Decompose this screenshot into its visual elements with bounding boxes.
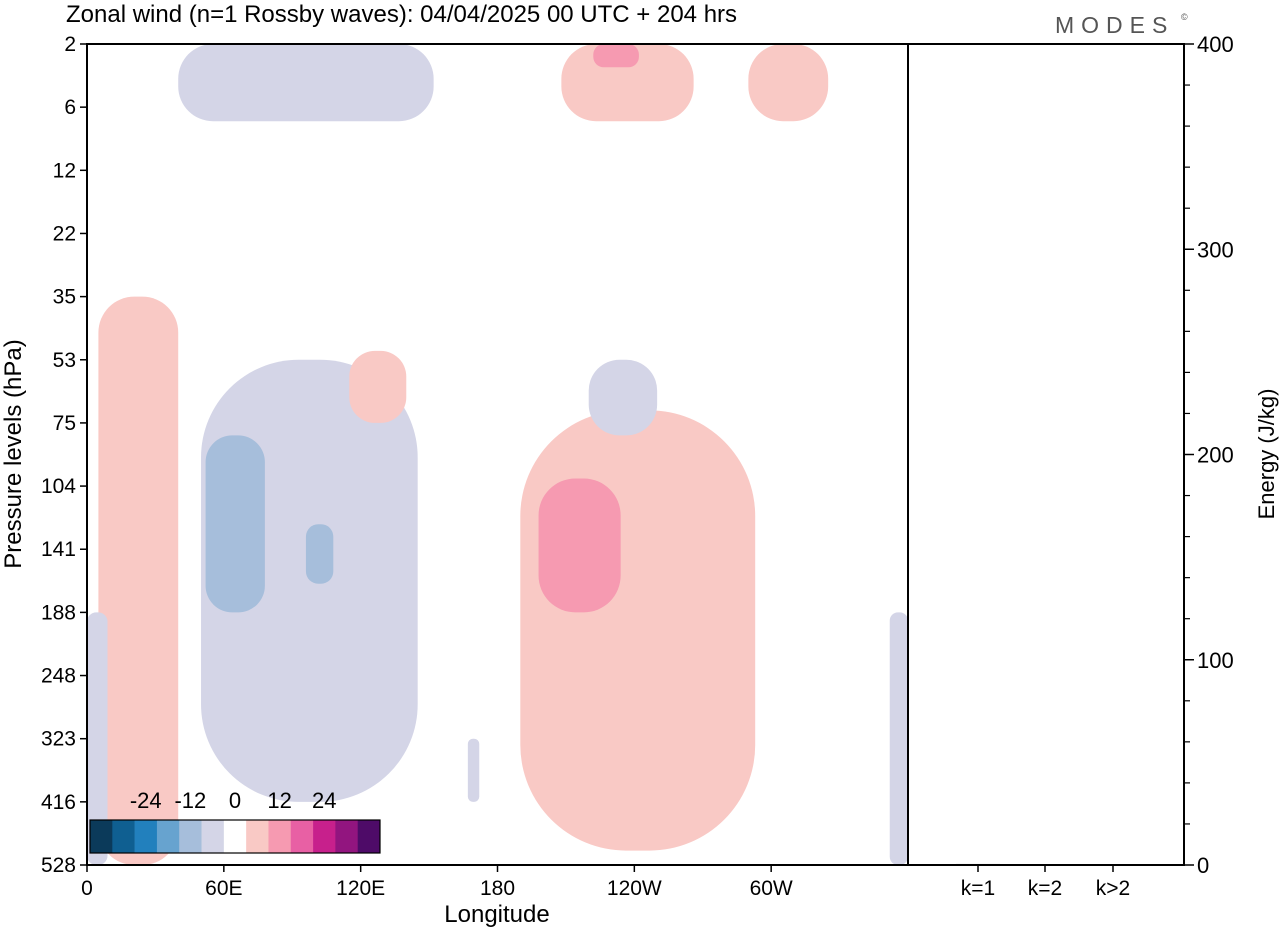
wind-region-negative-12 (87, 612, 108, 865)
chart-title: Zonal wind (n=1 Rossby waves): 04/04/202… (66, 1, 737, 28)
wind-region-positive-1 (561, 44, 694, 122)
colorbar-swatch (335, 820, 358, 853)
wind-shading-layer (87, 44, 908, 866)
colorbar-label: 0 (229, 788, 241, 813)
y-tick-label: 12 (53, 159, 76, 182)
colorbar-frame (89, 819, 381, 854)
y-tick-label: 104 (41, 475, 76, 498)
colorbar-swatch (313, 820, 336, 853)
wind-region-positive-10 (538, 478, 621, 613)
wind-region-positive-2 (593, 44, 639, 68)
y-tick-label: 416 (41, 791, 76, 814)
colorbar-swatch (246, 820, 269, 853)
y-tick-label: 53 (53, 349, 76, 372)
y-tick-label: 248 (41, 665, 76, 688)
wind-region-negative-0 (178, 44, 434, 122)
wind-region-negative-11 (588, 359, 658, 436)
y-axis: 2 6 12 22 35 53 75 104 141 188 248 323 416 528 (41, 33, 87, 877)
x-tick-label: 60W (750, 877, 793, 900)
x-axis: 0 60E 120E 180 120W 60W (81, 865, 793, 900)
colorbar-swatch (90, 820, 113, 853)
energy-tick-label: 100 (1197, 648, 1234, 673)
colorbar-swatch (156, 820, 180, 853)
energy-category-label: k=1 (961, 877, 995, 900)
colorbar-swatch (112, 820, 135, 853)
x-tick-label: 120W (607, 877, 662, 900)
y-axis-label: Pressure levels (hPa) (0, 339, 27, 568)
y-tick-label: 528 (41, 854, 76, 877)
wind-region-positive-4 (98, 296, 179, 866)
colorbar-swatch (357, 820, 381, 853)
wind-region-negative-7 (305, 524, 334, 584)
x-tick-label: 180 (480, 877, 515, 900)
colorbar-swatch (290, 820, 314, 853)
energy-category-label: k>2 (1096, 877, 1130, 900)
energy-bar (956, 863, 1000, 865)
colorbar-label: -12 (174, 788, 206, 813)
wind-region-negative-13 (467, 738, 480, 802)
colorbar: -24 -12 0 12 24 (89, 788, 381, 854)
wind-region-negative-6 (205, 435, 265, 613)
brand-registered-mark: © (1181, 12, 1188, 22)
colorbar-swatch (134, 820, 158, 853)
energy-category-label: k=2 (1028, 877, 1062, 900)
wind-region-positive-9 (520, 410, 756, 851)
energy-axis-label: Energy (J/kg) (1254, 389, 1279, 520)
colorbar-swatch (201, 820, 225, 853)
energy-bar (1023, 864, 1067, 866)
x-tick-label: 60E (205, 877, 242, 900)
colorbar-swatch (268, 820, 292, 853)
brand-logo: MODES (1055, 12, 1174, 38)
y-tick-label: 323 (41, 728, 76, 751)
y-tick-label: 188 (41, 601, 76, 624)
y-tick-label: 75 (53, 412, 76, 435)
energy-tick-label: 300 (1197, 237, 1234, 262)
colorbar-label: -24 (130, 788, 162, 813)
energy-tick-label: 400 (1197, 32, 1234, 57)
x-axis-label: Longitude (444, 901, 549, 928)
wind-region-negative-14 (889, 612, 908, 865)
colorbar-swatch (223, 820, 247, 853)
y-tick-label: 35 (53, 286, 76, 309)
wind-region-positive-8 (349, 350, 407, 423)
colorbar-label: 24 (312, 788, 336, 813)
y-tick-label: 141 (41, 538, 76, 561)
colorbar-label: 12 (267, 788, 291, 813)
colorbar-swatch (179, 820, 202, 853)
energy-tick-label: 200 (1197, 443, 1234, 468)
y-tick-label: 6 (64, 96, 76, 119)
x-tick-label: 0 (81, 877, 93, 900)
energy-tick-label: 0 (1197, 853, 1209, 878)
y-tick-label: 2 (64, 33, 76, 56)
y-tick-label: 22 (53, 222, 76, 245)
x-tick-label: 120E (336, 877, 385, 900)
wind-region-positive-3 (748, 44, 829, 122)
energy-panel: 0 100 200 300 400 k=1 k=2 k>2 (956, 32, 1234, 900)
